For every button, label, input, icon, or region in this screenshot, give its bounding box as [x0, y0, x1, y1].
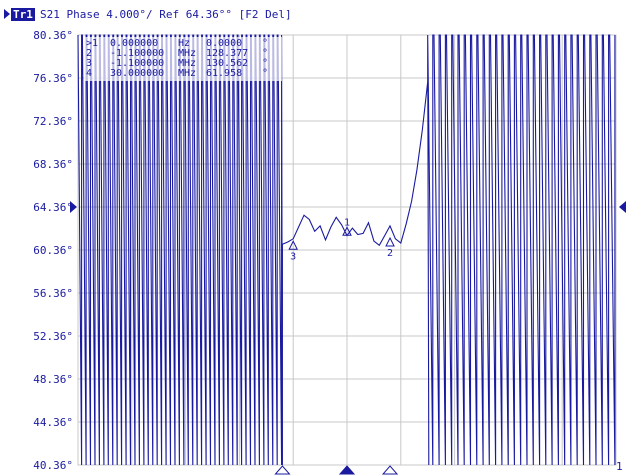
- channel-end-number: 1: [616, 460, 623, 473]
- marker-table-background: [84, 37, 282, 81]
- y-tick-label: 72.36°: [33, 115, 73, 128]
- marker-table-cell: °: [262, 58, 268, 69]
- trace-badge-label: Tr1: [13, 8, 33, 21]
- y-tick-label: 48.36°: [33, 373, 73, 386]
- marker-table-cell: >1: [86, 38, 98, 49]
- y-tick-label: 40.36°: [33, 459, 73, 472]
- y-tick-label: 60.36°: [33, 244, 73, 257]
- y-tick-labels: 80.36° 76.36° 72.36° 68.36° 64.36° 60.36° 56.3…: [33, 29, 73, 472]
- y-tick-label: 76.36°: [33, 72, 73, 85]
- marker-table-cell: °: [262, 48, 268, 59]
- marker-table-cell: °: [262, 38, 268, 49]
- marker-table-cell: 0.000000: [110, 38, 158, 49]
- plot-area: 80.36° 76.36° 72.36° 68.36° 64.36° 60.36° 56.3…: [33, 29, 617, 472]
- trace-title: S21 Phase 4.000°/ Ref 64.36°° [F2 Del]: [40, 8, 292, 21]
- marker-layer: 1 2 3: [288, 217, 395, 262]
- trace-marker-label: 1: [344, 217, 350, 228]
- trace-marker-label: 2: [387, 248, 393, 259]
- stimulus-marker-icon[interactable]: [381, 465, 399, 475]
- marker-table-cell: 61.958: [206, 68, 242, 79]
- marker-table-cell: 2: [86, 48, 92, 59]
- trace-series: [77, 34, 616, 466]
- marker-table-cell: -1.100000: [110, 58, 164, 69]
- marker-table-cell: 3: [86, 58, 92, 69]
- y-tick-label: 64.36°: [33, 201, 73, 214]
- marker-table-cell: 30.000000: [110, 68, 164, 79]
- y-tick-label: 80.36°: [33, 29, 73, 42]
- marker-table-cell: Hz: [178, 38, 190, 49]
- y-tick-label: 52.36°: [33, 330, 73, 343]
- ref-level-right-triangle-icon[interactable]: [619, 201, 626, 213]
- trace-marker-label: 3: [290, 251, 296, 262]
- marker-table-cell: 128.377: [206, 48, 248, 59]
- y-tick-label: 68.36°: [33, 158, 73, 171]
- stimulus-marker-icon[interactable]: [274, 465, 291, 475]
- trace-badge[interactable]: [11, 8, 35, 21]
- trace-header: Tr1 S21 Phase 4.000°/ Ref 64.36°° [F2 De…: [4, 8, 292, 21]
- active-trace-arrow-icon[interactable]: [4, 9, 10, 19]
- y-tick-label: 56.36°: [33, 287, 73, 300]
- marker-table-cell: 0.0000: [206, 38, 242, 49]
- marker-table-cell: MHz: [178, 68, 196, 79]
- marker-table-cell: 130.562: [206, 58, 248, 69]
- phase-trace-line: [77, 34, 616, 466]
- active-stimulus-marker-icon[interactable]: [338, 465, 356, 475]
- trace-marker-3[interactable]: [288, 240, 299, 250]
- trace-marker-2[interactable]: [385, 236, 395, 247]
- marker-table-cell: °: [262, 68, 268, 79]
- trace-marker-1[interactable]: [342, 226, 352, 236]
- ref-level-left-triangle-icon[interactable]: [70, 201, 77, 213]
- marker-table: >1 0.000000 Hz 0.0000 ° 2 -1.100000 MHz 128.377 °…: [84, 37, 282, 81]
- stimulus-marker-bar: [274, 465, 399, 475]
- marker-table-cell: -1.100000: [110, 48, 164, 59]
- marker-table-cell: MHz: [178, 58, 196, 69]
- marker-table-cell: MHz: [178, 48, 196, 59]
- marker-table-cell: 4: [86, 68, 92, 79]
- y-tick-label: 44.36°: [33, 416, 73, 429]
